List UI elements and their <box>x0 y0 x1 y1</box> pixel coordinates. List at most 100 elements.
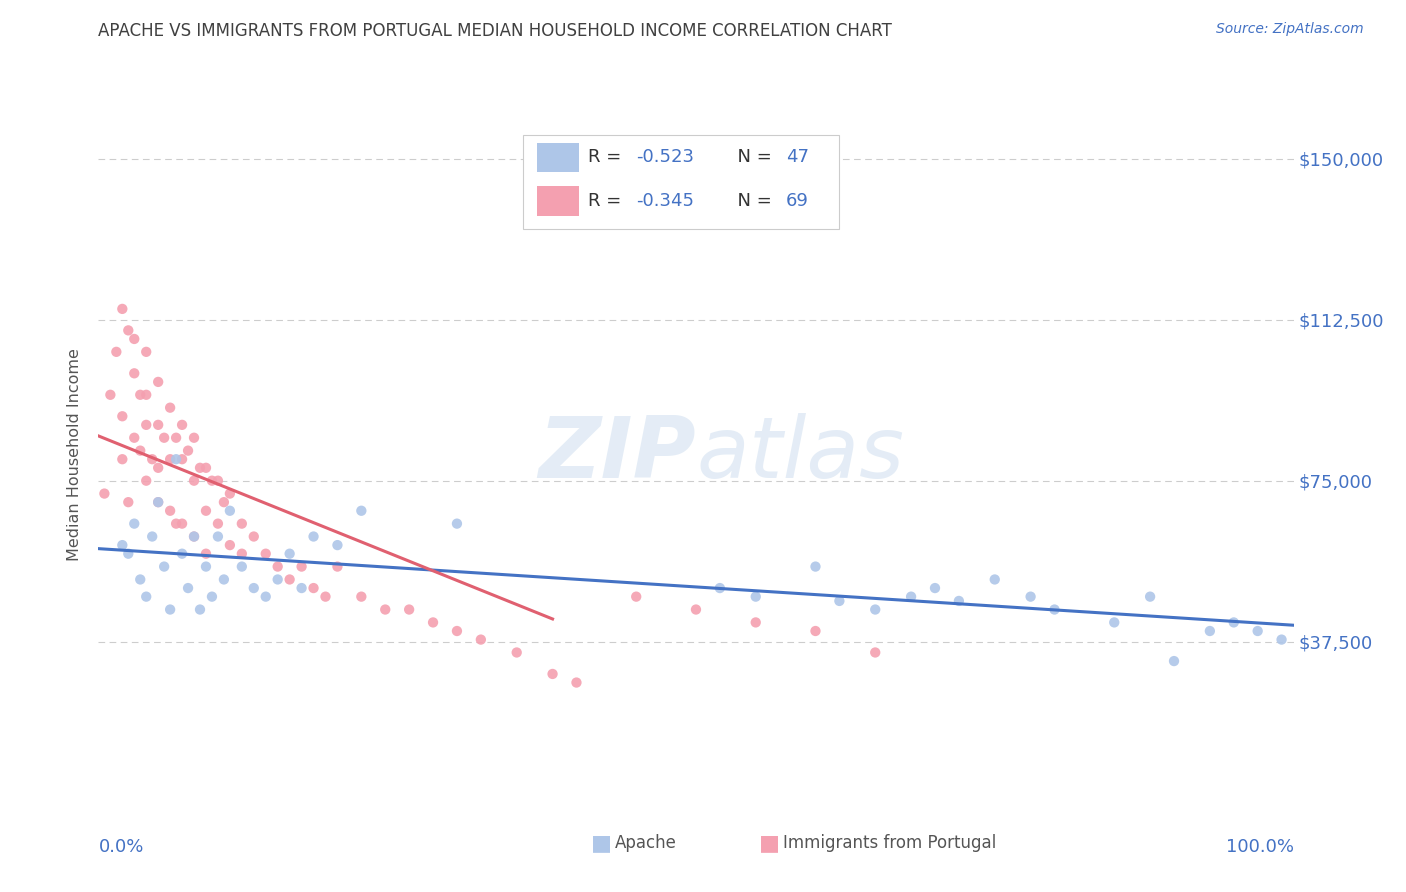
Point <box>153 431 176 445</box>
Point <box>201 590 224 604</box>
Point <box>159 452 181 467</box>
Text: Immigrants from Portugal: Immigrants from Portugal <box>783 834 997 852</box>
Point <box>135 388 157 402</box>
Point <box>124 332 146 346</box>
Text: R =: R = <box>588 148 627 166</box>
Point <box>172 516 194 531</box>
Point <box>685 602 707 616</box>
Point <box>93 486 115 500</box>
Point <box>111 452 134 467</box>
Text: ZIP: ZIP <box>538 413 696 497</box>
Point <box>165 431 187 445</box>
Point <box>565 675 588 690</box>
Y-axis label: Median Household Income: Median Household Income <box>67 349 83 561</box>
Point <box>506 645 529 659</box>
Point <box>194 504 218 518</box>
Point <box>804 624 827 638</box>
Point <box>194 559 218 574</box>
Point <box>111 538 134 552</box>
Point <box>291 581 314 595</box>
Point <box>177 443 200 458</box>
Point <box>446 624 468 638</box>
Point <box>105 344 128 359</box>
Point <box>231 547 253 561</box>
Point <box>900 590 922 604</box>
Point <box>541 667 564 681</box>
Point <box>863 645 887 659</box>
Point <box>948 594 970 608</box>
Bar <box>537 186 579 216</box>
Point <box>243 581 266 595</box>
Point <box>148 460 170 475</box>
Text: 100.0%: 100.0% <box>1226 838 1294 856</box>
Point <box>165 516 187 531</box>
Point <box>183 529 205 543</box>
Text: ■: ■ <box>759 833 780 853</box>
Point <box>398 602 420 616</box>
Point <box>626 590 648 604</box>
Point <box>117 547 139 561</box>
Point <box>159 401 181 415</box>
Point <box>141 452 163 467</box>
Point <box>1198 624 1220 638</box>
Point <box>326 538 349 552</box>
Point <box>194 547 218 561</box>
Point <box>148 375 170 389</box>
Text: 47: 47 <box>786 148 808 166</box>
Point <box>148 417 170 432</box>
Point <box>124 367 146 381</box>
Point <box>207 529 229 543</box>
Point <box>98 388 122 402</box>
Point <box>124 516 146 531</box>
Point <box>422 615 444 630</box>
Point <box>194 460 218 475</box>
Point <box>863 602 887 616</box>
Bar <box>537 143 579 172</box>
Point <box>350 504 373 518</box>
Point <box>135 417 157 432</box>
Text: N =: N = <box>725 192 778 210</box>
Point <box>183 431 205 445</box>
Point <box>267 573 290 587</box>
Point <box>315 590 337 604</box>
Point <box>1102 615 1125 630</box>
Point <box>291 559 314 574</box>
Point <box>1139 590 1161 604</box>
Point <box>828 594 851 608</box>
Point <box>470 632 492 647</box>
Point <box>165 452 187 467</box>
Point <box>302 581 325 595</box>
Point <box>231 559 253 574</box>
Point <box>254 547 277 561</box>
Point <box>231 516 253 531</box>
Point <box>153 559 176 574</box>
Point <box>159 602 181 616</box>
Point <box>148 495 170 509</box>
Text: -0.345: -0.345 <box>637 192 695 210</box>
Text: 69: 69 <box>786 192 808 210</box>
Point <box>267 559 290 574</box>
Point <box>159 504 181 518</box>
Point <box>129 388 152 402</box>
Point <box>111 301 134 316</box>
Point <box>1019 590 1042 604</box>
Text: Source: ZipAtlas.com: Source: ZipAtlas.com <box>1216 22 1364 37</box>
Text: Apache: Apache <box>614 834 676 852</box>
Point <box>135 344 157 359</box>
FancyBboxPatch shape <box>523 135 839 229</box>
Text: 0.0%: 0.0% <box>98 838 143 856</box>
Point <box>709 581 731 595</box>
Point <box>172 417 194 432</box>
Point <box>207 474 229 488</box>
Point <box>129 443 152 458</box>
Point <box>278 573 301 587</box>
Point <box>212 495 235 509</box>
Text: -0.523: -0.523 <box>637 148 695 166</box>
Point <box>1043 602 1066 616</box>
Point <box>219 504 242 518</box>
Point <box>183 529 205 543</box>
Point <box>326 559 349 574</box>
Point <box>1271 632 1294 647</box>
Text: ■: ■ <box>591 833 612 853</box>
Point <box>1163 654 1185 668</box>
